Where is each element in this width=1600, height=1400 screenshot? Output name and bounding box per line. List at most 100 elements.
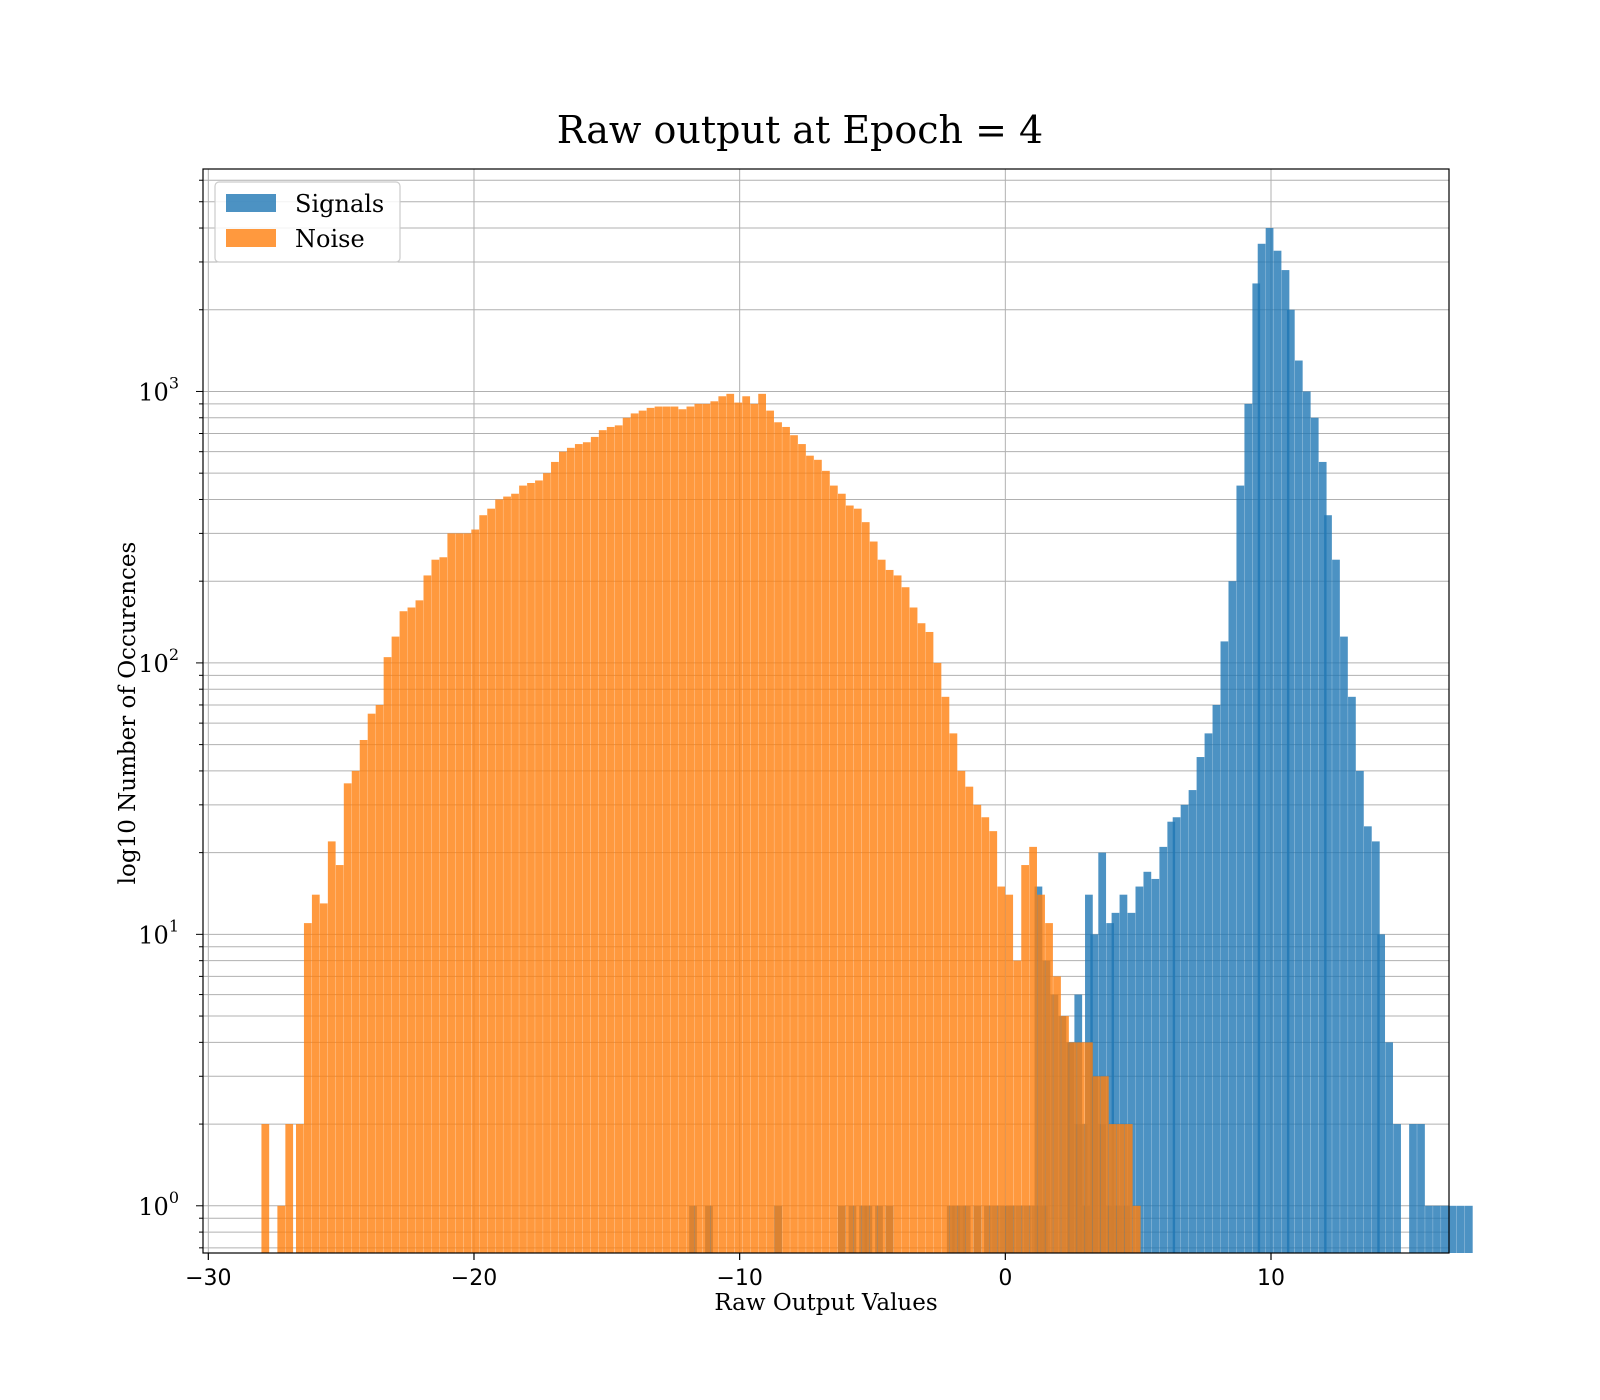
x-tick-label: 0 bbox=[998, 1266, 1012, 1291]
noise-bar bbox=[1085, 1042, 1093, 1253]
noise-bar bbox=[511, 493, 519, 1253]
noise-bar bbox=[431, 559, 440, 1253]
noise-bar bbox=[277, 1205, 286, 1253]
noise-bar bbox=[766, 410, 774, 1253]
signals-bar bbox=[1135, 886, 1144, 1253]
noise-bar bbox=[678, 409, 687, 1253]
noise-bar bbox=[630, 413, 639, 1254]
signals-bar bbox=[1188, 790, 1197, 1253]
noise-bar bbox=[734, 402, 743, 1254]
noise-bar bbox=[877, 559, 886, 1253]
signals-bar bbox=[1143, 871, 1152, 1253]
noise-bar bbox=[383, 657, 392, 1253]
signals-bar bbox=[1167, 821, 1176, 1253]
noise-bar bbox=[375, 704, 384, 1253]
signals-bar bbox=[1172, 817, 1181, 1253]
noise-bar bbox=[535, 480, 543, 1253]
signals-bar bbox=[1281, 270, 1290, 1253]
signals-bar bbox=[1340, 636, 1348, 1253]
legend-label-signals: Signals bbox=[295, 190, 384, 218]
signals-bar bbox=[1385, 1042, 1393, 1253]
noise-bar bbox=[1005, 894, 1014, 1253]
signals-bar bbox=[1286, 309, 1295, 1253]
noise-bar bbox=[471, 529, 480, 1253]
noise-bar bbox=[774, 422, 782, 1253]
noise-bar bbox=[311, 894, 320, 1253]
noise-bar bbox=[439, 557, 448, 1253]
y-tick-label: 100 bbox=[138, 1188, 179, 1221]
noise-bar bbox=[965, 786, 974, 1253]
signals-bar bbox=[1456, 1205, 1465, 1253]
signals-bar bbox=[1204, 733, 1213, 1253]
signals-bar bbox=[1324, 515, 1332, 1253]
noise-bar bbox=[606, 426, 615, 1253]
noise-bar bbox=[782, 426, 790, 1253]
noise-bar bbox=[861, 522, 870, 1253]
noise-bar bbox=[638, 410, 647, 1253]
signals-bar bbox=[1127, 912, 1136, 1253]
noise-bar bbox=[295, 1124, 304, 1253]
noise-bar bbox=[869, 541, 878, 1253]
noise-bar bbox=[893, 575, 902, 1253]
x-axis-ticks: −30 −20 −10 0 10 bbox=[185, 1253, 1285, 1291]
signals-bar bbox=[1119, 894, 1128, 1253]
noise-bar bbox=[598, 430, 607, 1253]
signals-bar bbox=[1228, 581, 1237, 1253]
noise-bar bbox=[1029, 846, 1037, 1253]
noise-bar bbox=[885, 569, 894, 1253]
signals-bar bbox=[1236, 485, 1245, 1253]
noise-bar bbox=[391, 636, 400, 1253]
noise-bar bbox=[1116, 1124, 1125, 1253]
signals-bar bbox=[1302, 391, 1311, 1254]
noise-bar bbox=[758, 393, 766, 1253]
signals-bar bbox=[1180, 804, 1189, 1253]
y-axis-ticks: 100 101 102 103 bbox=[138, 179, 203, 1249]
noise-bar bbox=[1045, 923, 1053, 1253]
noise-bar bbox=[614, 425, 623, 1253]
signals-bar bbox=[1371, 841, 1380, 1253]
signals-bar bbox=[1220, 641, 1229, 1253]
noise-bar bbox=[1077, 1042, 1085, 1253]
signals-bar bbox=[1159, 846, 1168, 1253]
signals-bar bbox=[1196, 757, 1205, 1253]
x-tick-label: −20 bbox=[451, 1266, 497, 1291]
noise-bar bbox=[710, 401, 719, 1253]
signals-bar bbox=[1449, 1205, 1457, 1253]
noise-bar bbox=[694, 403, 703, 1253]
noise-bar bbox=[829, 485, 838, 1253]
noise-bar bbox=[622, 417, 631, 1253]
series-noise bbox=[261, 393, 1141, 1254]
signals-bar bbox=[1252, 283, 1261, 1253]
signals-bar bbox=[1441, 1205, 1449, 1253]
noise-bar bbox=[822, 470, 830, 1253]
noise-bar bbox=[582, 442, 591, 1253]
noise-bar bbox=[997, 886, 1006, 1253]
noise-bar bbox=[989, 831, 998, 1253]
signals-bar bbox=[1318, 461, 1327, 1253]
noise-bar bbox=[662, 406, 671, 1253]
signals-bar bbox=[1310, 417, 1319, 1253]
signals-bar bbox=[1409, 1124, 1417, 1253]
signals-bar bbox=[1332, 559, 1340, 1253]
signals-bar bbox=[1377, 934, 1386, 1253]
legend-swatch-noise bbox=[226, 229, 276, 247]
y-tick-label: 101 bbox=[138, 916, 179, 949]
noise-bar bbox=[670, 406, 679, 1253]
signals-bar bbox=[1433, 1205, 1441, 1253]
y-tick-label: 102 bbox=[138, 645, 179, 678]
noise-bar bbox=[1093, 1076, 1101, 1253]
noise-bar bbox=[925, 631, 934, 1253]
noise-bar bbox=[487, 508, 496, 1253]
signals-bar bbox=[1244, 403, 1253, 1253]
noise-bar bbox=[790, 435, 798, 1253]
signals-bar bbox=[1257, 243, 1266, 1253]
signals-bar bbox=[1111, 912, 1120, 1253]
noise-bar bbox=[303, 923, 312, 1253]
signals-bar bbox=[1106, 923, 1115, 1253]
noise-bar bbox=[367, 713, 376, 1253]
legend-swatch-signals bbox=[226, 194, 276, 212]
noise-bar bbox=[798, 444, 806, 1253]
noise-bar bbox=[1013, 960, 1022, 1253]
bars bbox=[261, 228, 1473, 1254]
